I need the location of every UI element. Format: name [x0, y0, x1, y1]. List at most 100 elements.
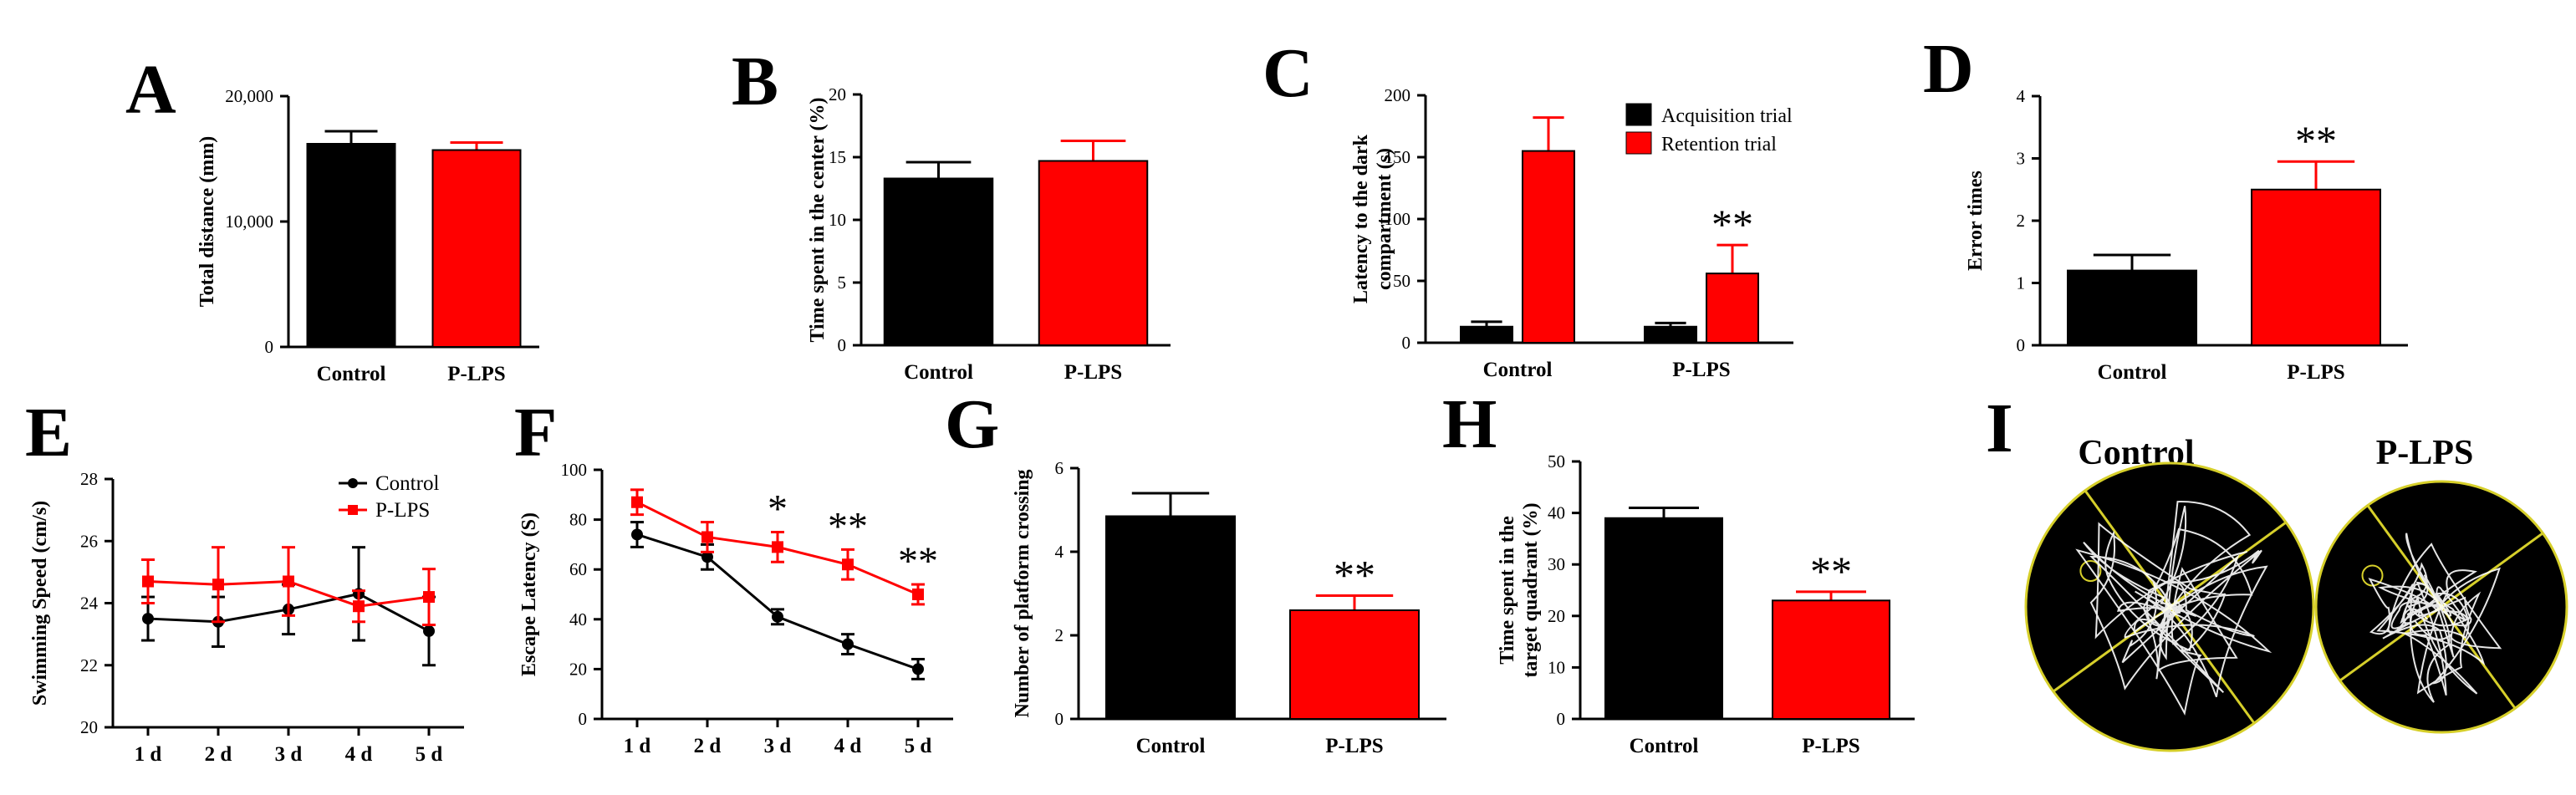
bar-p-lps	[1289, 609, 1420, 720]
data-point-control	[701, 551, 713, 563]
panel-g: G 0 2 4 6 Number of platform crossing Control P…	[945, 385, 1446, 757]
significance-marker: **	[1810, 548, 1852, 594]
y-tick-label: 6	[1055, 458, 1064, 478]
bar-p-lps	[2251, 188, 2381, 346]
panel-letter-b: B	[732, 43, 778, 120]
y-tick-label: 40	[569, 609, 587, 629]
significance-marker: **	[2295, 117, 2337, 164]
panel-c: C 0 50 100 150 200 Latency to the darkcompartm…	[1262, 34, 1793, 381]
x-tick-label: P-LPS	[1672, 359, 1730, 381]
y-tick-label: 24	[80, 594, 99, 614]
y-tick-label: 1	[2017, 273, 2026, 293]
y-tick-label: 2	[2017, 211, 2026, 231]
bar-control	[883, 177, 994, 346]
panel-letter-i: I	[1986, 390, 2013, 467]
data-point-p-lps	[353, 600, 365, 613]
data-point-p-lps	[142, 575, 154, 588]
data-point-control	[142, 613, 154, 625]
x-tick-label: P-LPS	[447, 363, 505, 385]
data-point-control	[842, 638, 854, 650]
legend-label: Control	[375, 472, 439, 495]
bar-retention-trial	[1706, 273, 1759, 344]
panel-letter-d: D	[1923, 30, 1974, 108]
y-axis-label: Latency to the darkcompartment (s)	[1350, 134, 1395, 303]
track-title: P-LPS	[2376, 434, 2474, 472]
y-tick-label: 10,000	[225, 211, 273, 232]
y-axis-label-line: target quadrant (%)	[1520, 502, 1542, 677]
data-point-p-lps	[212, 578, 224, 591]
y-tick-label: 20,000	[225, 86, 273, 106]
y-tick-label: 0	[265, 337, 274, 357]
y-axis-label: Escape Latency (S)	[518, 512, 540, 676]
y-tick-label: 28	[80, 469, 98, 489]
x-tick-label: Control	[1630, 735, 1699, 757]
x-tick-label: Control	[2098, 361, 2167, 384]
legend-swatch	[1625, 131, 1652, 155]
x-tick-label: 4 d	[345, 743, 373, 766]
significance-marker: **	[898, 539, 938, 584]
legend-marker	[348, 478, 358, 488]
y-tick-label: 15	[829, 147, 846, 167]
significance-marker: **	[1711, 201, 1753, 247]
bar-control	[1105, 515, 1236, 720]
x-tick-label: 5 d	[416, 743, 443, 766]
data-point-p-lps	[701, 531, 713, 543]
y-axis-label: Swimming Speed (cm/s)	[29, 501, 51, 706]
data-point-control	[631, 528, 643, 541]
panel-a: A 0 10,000 20,000 Total distance (mm) Control…	[125, 51, 539, 385]
panel-letter-g: G	[945, 385, 999, 463]
y-tick-label: 0	[1402, 333, 1411, 353]
y-tick-label: 100	[1385, 209, 1411, 229]
legend-label: Retention trial	[1661, 134, 1777, 155]
swim-path	[2075, 501, 2272, 716]
x-tick-label: 1 d	[624, 735, 651, 757]
legend-marker	[348, 505, 358, 515]
y-tick-label: 40	[1548, 503, 1565, 523]
y-axis-label: Number of platform crossing	[1012, 469, 1033, 717]
y-tick-label: 20	[829, 84, 846, 104]
data-point-p-lps	[283, 575, 294, 588]
y-tick-label: 4	[2017, 86, 2026, 106]
panel-letter-a: A	[125, 51, 176, 129]
bar-control	[306, 143, 396, 348]
bar-p-lps	[1772, 599, 1890, 720]
data-point-control	[772, 610, 783, 623]
y-tick-label: 0	[838, 335, 847, 355]
swim-track-control: Control	[2024, 434, 2315, 752]
y-tick-label: 80	[569, 510, 587, 530]
y-axis-label-line: Latency to the dark	[1350, 134, 1372, 303]
y-tick-label: 50	[1548, 451, 1565, 471]
x-tick-label: P-LPS	[1064, 361, 1122, 384]
x-tick-label: 3 d	[764, 735, 792, 757]
legend-label: Acquisition trial	[1661, 105, 1793, 127]
y-tick-label: 26	[80, 531, 98, 551]
y-axis-label: Error times	[1965, 171, 1987, 271]
y-tick-label: 20	[1548, 606, 1565, 626]
panel-f: F 0 20 40 60 80 100 Escape Latency (S) 1 d 2 d 3 d…	[514, 394, 953, 757]
y-tick-label: 22	[80, 655, 98, 675]
y-tick-label: 50	[1393, 271, 1410, 291]
y-axis-label: Time spent in thetarget quadrant (%)	[1497, 502, 1542, 677]
y-tick-label: 150	[1385, 147, 1411, 167]
x-tick-label: Control	[317, 363, 386, 385]
swim-path	[2368, 533, 2502, 703]
y-tick-label: 2	[1055, 625, 1064, 645]
data-point-control	[423, 624, 435, 637]
data-point-p-lps	[912, 589, 924, 600]
swim-track-p-lps: P-LPS	[2314, 434, 2568, 734]
panel-letter-c: C	[1262, 34, 1314, 112]
y-tick-label: 0	[2017, 335, 2026, 355]
legend-label: P-LPS	[375, 499, 430, 522]
panel-h: H 0 10 20 30 40 50 Time spent in thetarget quad…	[1442, 385, 1915, 757]
bar-retention-trial	[1522, 150, 1575, 344]
bar-control	[2067, 269, 2197, 347]
y-tick-label: 5	[838, 273, 847, 293]
y-tick-label: 100	[561, 460, 588, 480]
y-axis-label-line: compartment (s)	[1374, 148, 1395, 290]
y-tick-label: 0	[1055, 709, 1064, 729]
significance-marker: **	[1334, 552, 1375, 599]
x-tick-label: P-LPS	[2287, 361, 2344, 384]
y-axis-label-line: Time spent in the	[1497, 516, 1518, 665]
x-tick-label: Control	[904, 361, 973, 384]
